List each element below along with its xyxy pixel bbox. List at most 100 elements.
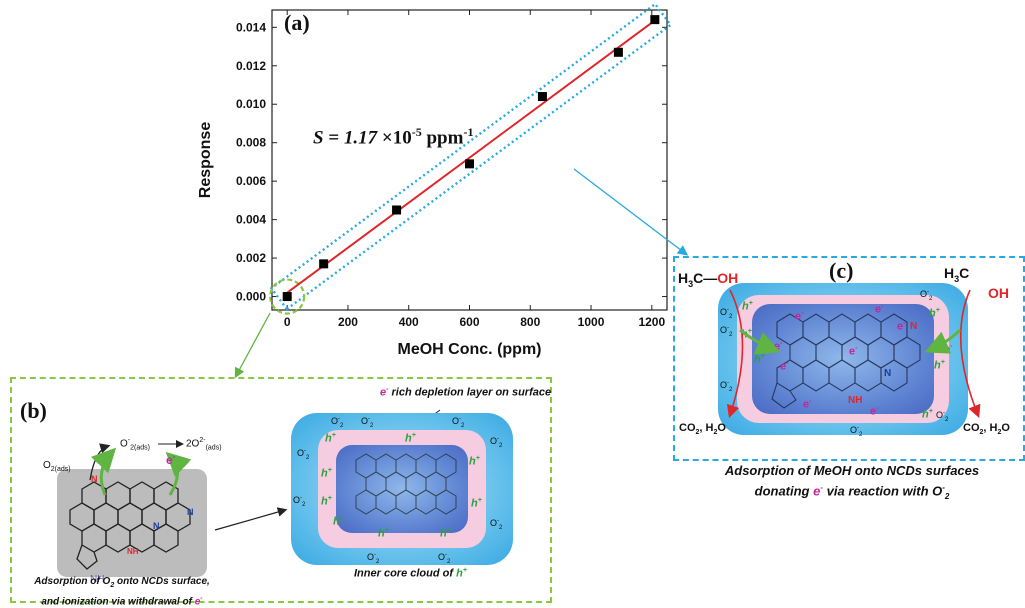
data-point: [537, 92, 547, 102]
o2-ion-c-4: O-2: [720, 380, 733, 393]
o2-ion-6: O-2: [293, 495, 306, 508]
hole-c-1: h+: [742, 300, 753, 313]
arrow-electron-left: [90, 447, 117, 496]
panel-c-caption: Adsorption of MeOH onto NCDs surfaces do…: [682, 462, 1022, 505]
caption-b-line2: and ionization via withdrawal of: [41, 596, 195, 608]
o2-ads-sub: 2(ads): [50, 466, 71, 473]
o2-ion-2: O-2: [361, 416, 374, 429]
svg-text:N: N: [91, 474, 98, 484]
o2-ion-5: O-2: [297, 448, 310, 461]
o2-minus-label: O-2(ads): [120, 437, 150, 451]
hole-label-1: h+: [325, 432, 336, 445]
sensitivity-equation: S = 1.17 ×10-5 ppm-1: [313, 125, 473, 149]
meoh-left-h: H: [678, 270, 689, 286]
arrow-to-depletion: [214, 507, 288, 531]
o2-minus-o: O: [120, 438, 128, 450]
connector-a-to-b: [234, 312, 271, 379]
o2-ads-o: O: [43, 460, 51, 471]
products-left: CO2, H2O: [679, 422, 726, 436]
meoh-left-oh: OH: [717, 270, 739, 286]
data-point: [650, 15, 660, 25]
meoh-right-c: C: [959, 265, 970, 281]
methanol-right: H3C: [944, 265, 969, 284]
hole-c-6: h+: [922, 408, 933, 421]
y-tick-label: 0.010: [236, 97, 266, 111]
origin-highlight-circle: [269, 278, 306, 315]
h2o-left: , H: [699, 422, 714, 434]
caption-c-line2a: donating: [754, 483, 814, 499]
panel-c-label: (c): [829, 258, 854, 283]
o2-ion-c-5: O-2: [936, 410, 949, 423]
electron-marker-b: e-: [166, 452, 175, 467]
arrow-e-donation-left: [739, 328, 781, 355]
x-tick-label: 400: [399, 315, 419, 329]
electron-c-1: e-: [795, 310, 804, 323]
depletion-layer-label: e- rich depletion layer on surface: [380, 386, 551, 399]
x-axis-label: MeOH Conc. (ppm): [398, 341, 542, 358]
co2-left-sub: 2: [695, 429, 700, 437]
o2-ion-c-2: O-2: [720, 307, 733, 320]
electron-c-2: e-: [875, 303, 884, 316]
caption-c-e: e: [813, 483, 821, 499]
y-tick-label: 0.006: [236, 174, 266, 188]
x-tick-label: 800: [520, 315, 540, 329]
hole-c-4: h+: [754, 353, 765, 366]
caption-b-e: e: [194, 596, 201, 608]
panel-a-label: (a): [284, 10, 310, 35]
y-tick-label: 0.012: [236, 59, 266, 73]
o2-ion-c-6: O-2: [850, 425, 863, 438]
electron-sup: -: [172, 452, 176, 461]
co2-right: CO: [963, 422, 980, 434]
svg-text:NH: NH: [127, 547, 139, 556]
molecule-nh-label: NH: [90, 574, 105, 585]
o2-ads-label: O2(ads): [43, 460, 71, 473]
caption-b-line1: Adsorption of O: [34, 576, 111, 587]
o2-ion-9: O-2: [438, 552, 451, 565]
o2-ion-4: O-2: [490, 436, 503, 449]
methanol-left: H3C—OH: [678, 270, 739, 289]
ncd-particle-core: N N: [752, 304, 934, 414]
hole-label-5: h+: [321, 495, 332, 508]
meoh-left-c: C: [693, 270, 704, 286]
two-o2-text: 2O: [186, 438, 200, 450]
caption-c-sub: 2: [944, 491, 950, 501]
co2-right-sub: 2: [979, 429, 984, 437]
electron-c-8: e-: [870, 405, 879, 418]
sensitivity-unit-exp: -1: [463, 125, 474, 139]
depletion-e: e: [380, 386, 387, 399]
hole-label-3: h+: [321, 467, 332, 480]
sensitivity-symbol: S: [313, 127, 324, 149]
meoh-right-h: H: [944, 265, 955, 281]
two-o2-sup: 2-: [199, 437, 206, 444]
linear-fit-line: [286, 19, 656, 294]
caption-b-line1-end: onto NCDs surface,: [114, 576, 210, 587]
two-o2-sub: (ads): [205, 444, 222, 452]
data-point: [392, 205, 402, 215]
caption-c-line1: Adsorption of MeOH onto NCDs surfaces: [724, 463, 980, 478]
data-point: [465, 159, 474, 169]
core-molecule-structure: [355, 453, 457, 515]
panel-b-label: (b): [20, 398, 47, 423]
methanol-right-oh: OH: [988, 285, 1009, 301]
panel-b-caption: Adsorption of O2 onto NCDs surface, and …: [12, 575, 232, 608]
o2-ion-c-3: O-2: [720, 325, 733, 338]
panel-c-frame: [673, 256, 1025, 461]
y-axis-label: Response: [197, 122, 214, 199]
h2o-right-sub: 2: [997, 429, 1002, 437]
y-tick-label: 0.002: [236, 251, 266, 265]
x-tick-label: 1000: [578, 315, 605, 329]
x-tick-label: 200: [338, 315, 358, 329]
caption-c-sup: -: [942, 483, 945, 492]
ncd-molecule-box: N N N NH: [57, 469, 207, 577]
panel-c-arrows: [726, 289, 981, 419]
data-point: [282, 292, 292, 302]
meoh-left-sub: 3: [688, 278, 694, 289]
o2-minus-sub: 2(ads): [130, 444, 150, 452]
y-tick-label: 0.008: [236, 136, 266, 150]
arrow-electron-right: [165, 451, 192, 496]
electron-c-5: e-: [897, 320, 906, 333]
ncd-nh-label: NH: [848, 395, 863, 406]
x-tick-label: 0: [284, 315, 291, 329]
h2o-left-end: O: [717, 422, 726, 434]
